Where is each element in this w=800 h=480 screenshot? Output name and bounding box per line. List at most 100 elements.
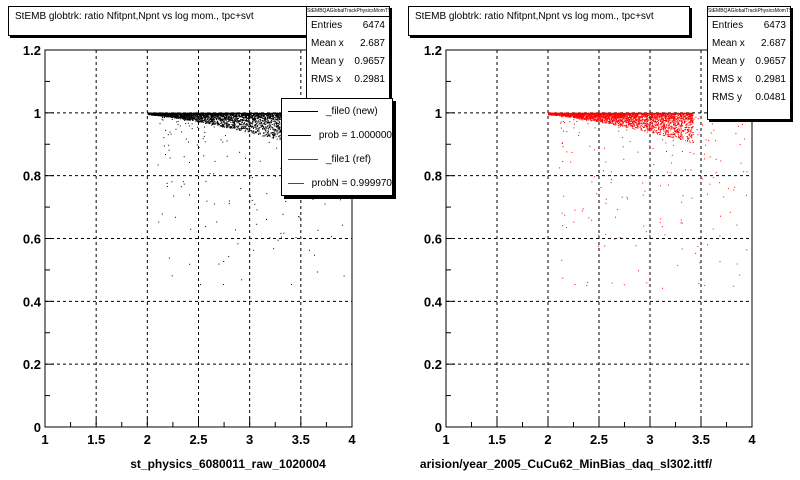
scatter-point [243,113,245,115]
scatter-point [195,117,197,119]
scatter-point [235,115,236,117]
scatter-point [222,119,223,121]
scatter-point [661,118,663,120]
scatter-point [247,125,249,126]
scatter-point [213,121,215,123]
scatter-point [648,129,650,131]
scatter-point [258,129,260,131]
scatter-point [251,115,253,117]
scatter-point [279,135,281,137]
scatter-point [251,125,253,127]
scatter-point [189,119,191,121]
scatter-point [264,120,266,122]
scatter-point [255,117,257,119]
scatter-point [272,135,274,137]
scatter-point [233,121,235,123]
scatter-point [262,120,263,122]
scatter-point [603,115,605,116]
scatter-point [615,118,617,120]
scatter-point [617,125,619,127]
scatter-point [602,114,604,115]
scatter-point [591,120,593,121]
scatter-point [262,128,264,130]
scatter-point [224,115,226,117]
scatter-point [618,119,620,121]
scatter-point [207,114,209,116]
scatter-point [671,134,673,136]
scatter-point [270,114,272,115]
scatter-point [158,114,160,115]
scatter-point [225,117,227,119]
scatter-point [215,113,217,115]
scatter-point [237,113,239,115]
scatter-point [267,120,269,122]
scatter-point [224,118,226,120]
scatter-point [647,126,649,128]
scatter-point [218,115,220,116]
scatter-point [233,125,235,127]
scatter-point [279,122,281,124]
scatter-point [195,118,197,120]
scatter-point [275,136,277,138]
scatter-point [249,117,251,119]
scatter-point [666,131,668,133]
scatter-point [280,130,282,132]
scatter-point [241,119,243,120]
scatter-point [214,120,216,122]
scatter-point [612,115,614,117]
scatter-point [189,194,190,196]
scatter-point [259,114,261,116]
scatter-point [254,132,256,134]
scatter-point [224,114,226,116]
scatter-point [614,115,616,117]
scatter-point [675,136,677,138]
scatter-point [655,123,657,125]
scatter-point [274,112,276,114]
scatter-point [237,121,239,123]
scatter-point [201,115,203,117]
scatter-point [205,113,207,115]
scatter-point [657,123,659,125]
scatter-point [283,232,285,234]
scatter-point [224,122,226,124]
scatter-point [172,116,174,118]
scatter-point [200,115,201,117]
scatter-point [274,123,276,125]
scatter-point [188,112,190,114]
scatter-point [180,186,182,188]
scatter-point [643,119,645,121]
scatter-point [272,113,274,115]
scatter-point [213,203,215,205]
scatter-point [229,124,231,126]
scatter-point [167,134,169,136]
scatter-point [262,120,264,122]
scatter-point [217,122,219,124]
scatter-point [193,116,195,118]
scatter-point [245,114,247,116]
scatter-point [629,115,631,117]
scatter-point [675,131,677,133]
scatter-point [154,113,156,115]
scatter-point [172,114,174,116]
scatter-point [205,116,207,118]
scatter-point [277,129,279,131]
scatter-point [262,119,264,121]
scatter-point [165,154,166,156]
scatter-point [180,113,182,115]
scatter-point [239,124,241,126]
scatter-point [169,116,171,118]
scatter-point [236,122,238,124]
scatter-point [188,119,190,121]
scatter-point [688,129,690,131]
scatter-point [665,134,667,136]
scatter-point [150,113,152,115]
scatter-point [614,122,616,124]
scatter-point [262,114,264,116]
scatter-point [182,114,184,116]
scatter-point [270,118,272,120]
scatter-point [633,113,635,115]
scatter-point [254,116,256,118]
scatter-point [179,114,181,115]
scatter-point [158,221,160,223]
